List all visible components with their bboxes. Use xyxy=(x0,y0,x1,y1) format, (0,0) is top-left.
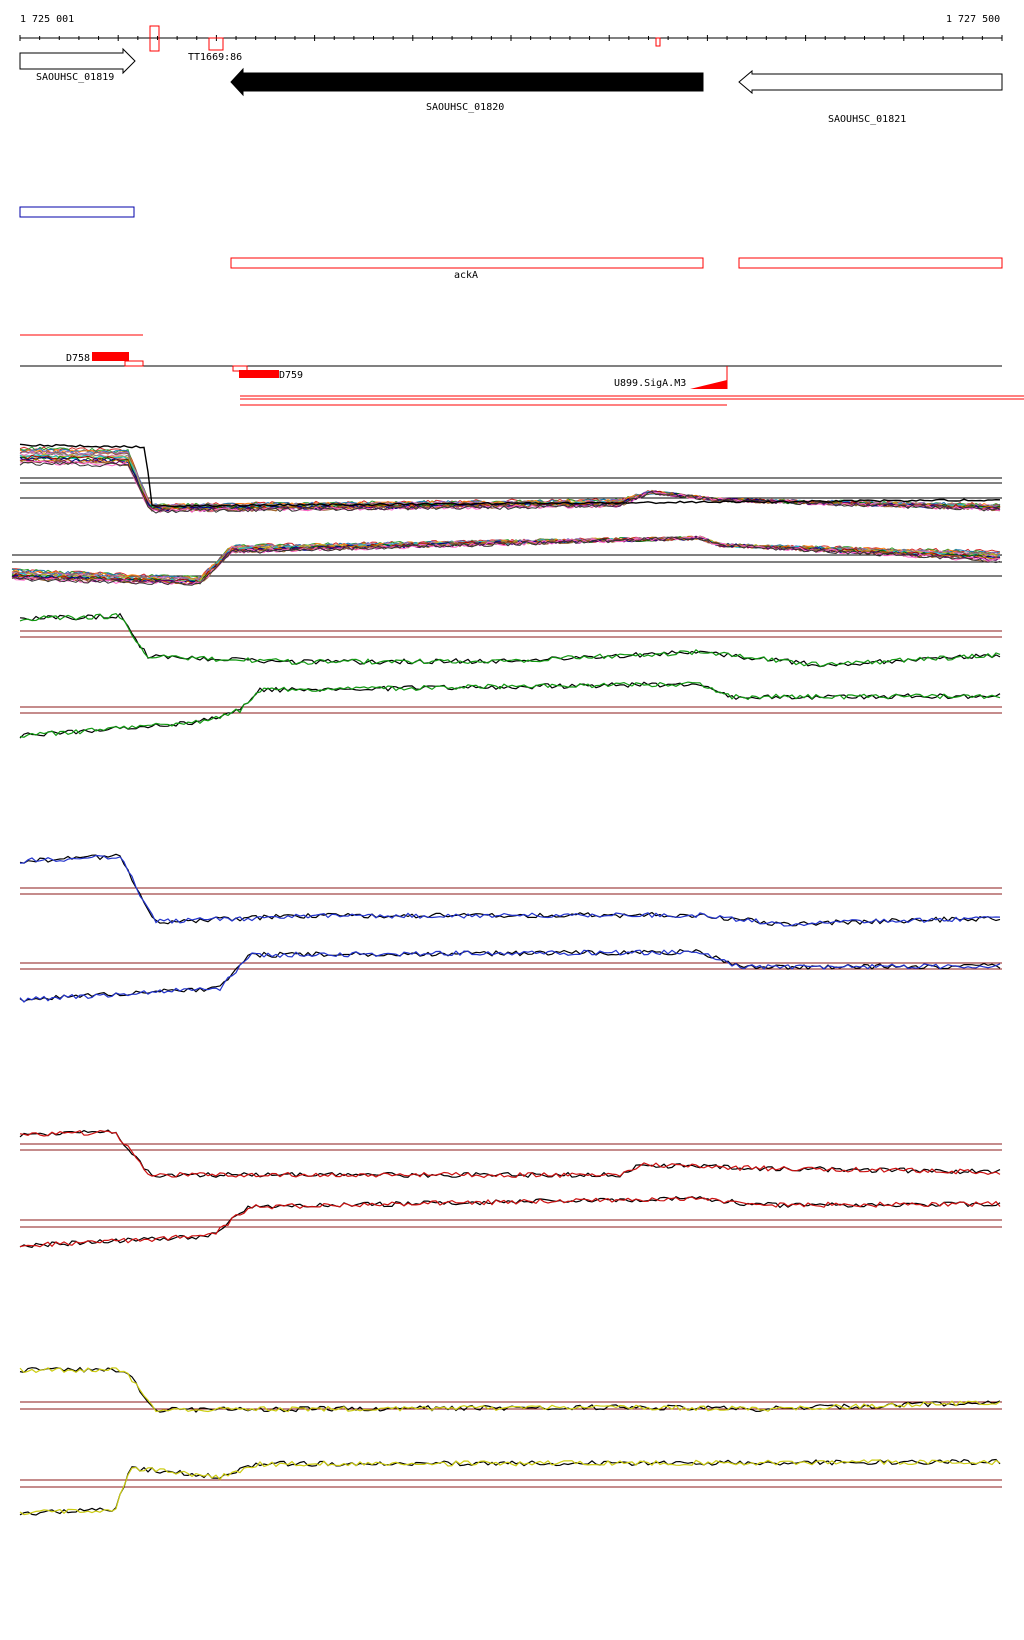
gene-arrow-forward[interactable] xyxy=(19,47,136,75)
segment-track: D758 D759 U899.SigA.M3 xyxy=(20,334,1024,406)
condition-trace-upper xyxy=(19,459,1001,513)
expression-panel-green xyxy=(19,612,1002,739)
condition-trace-lower xyxy=(12,536,1001,586)
gene-arrow-reverse[interactable] xyxy=(738,69,1003,95)
condition-trace-lower xyxy=(11,535,1001,586)
expression-panel-blue xyxy=(19,853,1002,1003)
terminator-marker-1[interactable] xyxy=(149,25,160,52)
expression-trace-lower xyxy=(19,1459,1001,1516)
start-coordinate: 1 725 001 xyxy=(20,14,74,25)
gene-label: SAOUHSC_01820 xyxy=(426,102,504,113)
condition-trace-upper-mean xyxy=(19,443,1001,508)
expression-trace-lower xyxy=(19,1196,1001,1248)
promoter-label: U899.SigA.M3 xyxy=(614,378,686,389)
expression-trace-upper xyxy=(19,1367,1001,1413)
expression-trace-upper xyxy=(19,853,1001,927)
gene-label: SAOUHSC_01819 xyxy=(36,72,114,83)
segment-label-D759: D759 xyxy=(279,370,303,381)
gene-SAOUHSC-01821[interactable]: SAOUHSC_01821 xyxy=(738,69,1003,125)
operon-label: ackA xyxy=(454,270,478,281)
coordinate-ruler: 1 725 001 1 727 500 xyxy=(19,14,1003,41)
expression-trace-upper xyxy=(19,612,1001,668)
expression-panel-red xyxy=(19,1129,1002,1248)
expression-panel-yellow xyxy=(19,1366,1002,1516)
gene-arrow-reverse-selected[interactable] xyxy=(230,67,704,97)
gene-label: SAOUHSC_01821 xyxy=(828,114,906,125)
gene-track: SAOUHSC_01819 SAOUHSC_01820 SAOUHSC_0182… xyxy=(19,47,1003,125)
expression-trace-upper xyxy=(19,613,1001,668)
blue-annotation-box[interactable] xyxy=(19,206,135,218)
expression-trace-lower xyxy=(19,681,1001,739)
segment-label-D758: D758 xyxy=(66,353,90,364)
expression-trace-lower xyxy=(19,949,1001,1003)
condition-trace-upper xyxy=(19,450,1001,509)
segment-D759[interactable] xyxy=(239,370,279,378)
terminator-marker-3[interactable] xyxy=(655,37,661,47)
segment-D758-edge xyxy=(124,360,144,367)
expression-trace-lower xyxy=(19,681,1001,738)
operon-box-ackA[interactable] xyxy=(230,257,704,269)
annotation-track: ackA xyxy=(19,206,1003,281)
expression-trace-upper xyxy=(19,854,1001,927)
expression-trace-lower xyxy=(19,948,1001,1003)
expression-trace-upper xyxy=(19,1129,1001,1179)
expression-panel-all-conditions xyxy=(11,443,1002,586)
terminator-markers[interactable]: TT1669:86 xyxy=(149,25,661,63)
promoter-U899[interactable] xyxy=(690,380,727,389)
gene-SAOUHSC-01819[interactable]: SAOUHSC_01819 xyxy=(19,47,136,83)
operon-box-right[interactable] xyxy=(738,257,1003,269)
segment-D758[interactable] xyxy=(92,352,129,361)
terminator-marker-2[interactable] xyxy=(208,37,224,51)
gene-SAOUHSC-01820[interactable]: SAOUHSC_01820 xyxy=(230,67,704,113)
end-coordinate: 1 727 500 xyxy=(946,14,1000,25)
expression-trace-lower xyxy=(19,1458,1001,1516)
ruler-ticks xyxy=(19,35,1003,41)
condition-trace-upper xyxy=(19,461,1001,514)
terminator-label: TT1669:86 xyxy=(188,52,242,63)
